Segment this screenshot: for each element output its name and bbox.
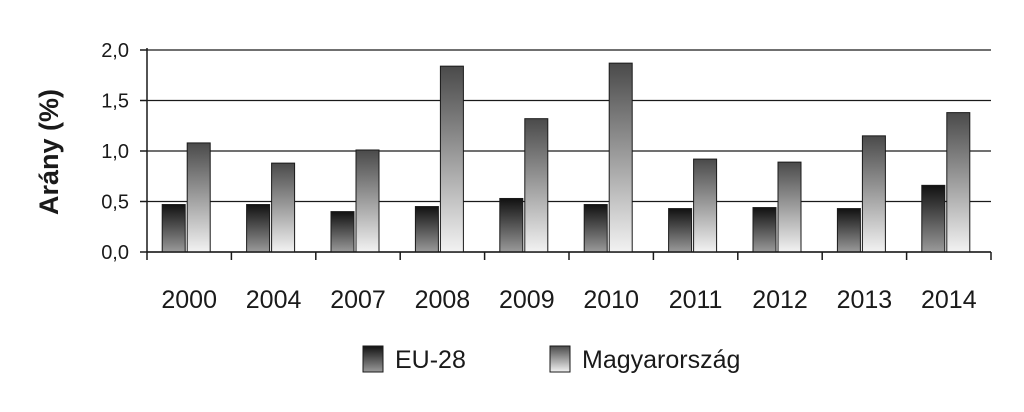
bar-magyarorsz-g-2011 (693, 158, 718, 253)
bar-eu-28-2014 (921, 184, 946, 253)
bar-eu-28-2008 (414, 206, 439, 253)
bar-eu-28-2011 (668, 208, 693, 253)
bar-magyarorsz-g-2014 (946, 112, 971, 253)
legend-label: EU-28 (395, 346, 466, 374)
x-tick-label: 2009 (499, 286, 555, 314)
bar-eu-28-2009 (499, 197, 524, 253)
bar-magyarorsz-g-2009 (524, 118, 549, 253)
x-tick-label: 2007 (330, 286, 386, 314)
bar-eu-28-2004 (246, 204, 271, 253)
y-tick-label: 1,0 (101, 141, 129, 163)
x-tick-labels: 2000 2004 2007 2008 2009 2010 2011 2012 2013 2014 (161, 286, 976, 314)
y-tick-label: 0,0 (101, 242, 129, 264)
bar-eu-28-2010 (583, 204, 608, 253)
x-tick-label: 2011 (669, 286, 723, 314)
bar-magyarorsz-g-2008 (439, 65, 464, 253)
bar-magyarorsz-g-2000 (186, 142, 211, 253)
bar-magyarorsz-g-2010 (608, 62, 633, 253)
y-tick-label: 0,5 (101, 192, 129, 214)
bar-eu-28-2012 (752, 207, 777, 253)
bar-magyarorsz-g-2004 (271, 162, 296, 253)
x-tick-label: 2013 (837, 286, 893, 314)
bars (161, 62, 971, 253)
legend-swatch (549, 345, 571, 373)
bar-magyarorsz-g-2012 (777, 161, 802, 253)
bar-magyarorsz-g-2007 (355, 149, 380, 253)
legend-label: Magyarország (582, 346, 740, 374)
x-tick-label: 2004 (246, 286, 302, 314)
y-tick-labels: 0,0 0,5 1,0 1,5 2,0 (101, 40, 129, 264)
y-axis-label: Arány (%) (34, 89, 64, 215)
bar-eu-28-2013 (836, 208, 861, 253)
legend: EU-28 Magyarország (362, 345, 740, 374)
x-tick-label: 2010 (583, 286, 639, 314)
x-tick-label: 2008 (415, 286, 471, 314)
x-tick-label: 2012 (752, 286, 808, 314)
x-tick-label: 2014 (921, 286, 977, 314)
bar-magyarorsz-g-2013 (861, 135, 886, 253)
bar-eu-28-2000 (161, 204, 186, 253)
x-tick-label: 2000 (161, 286, 217, 314)
axes (140, 48, 992, 260)
legend-swatch (362, 345, 384, 373)
y-tick-label: 1,5 (101, 91, 129, 113)
bar-eu-28-2007 (330, 211, 355, 253)
y-tick-label: 2,0 (101, 40, 129, 62)
